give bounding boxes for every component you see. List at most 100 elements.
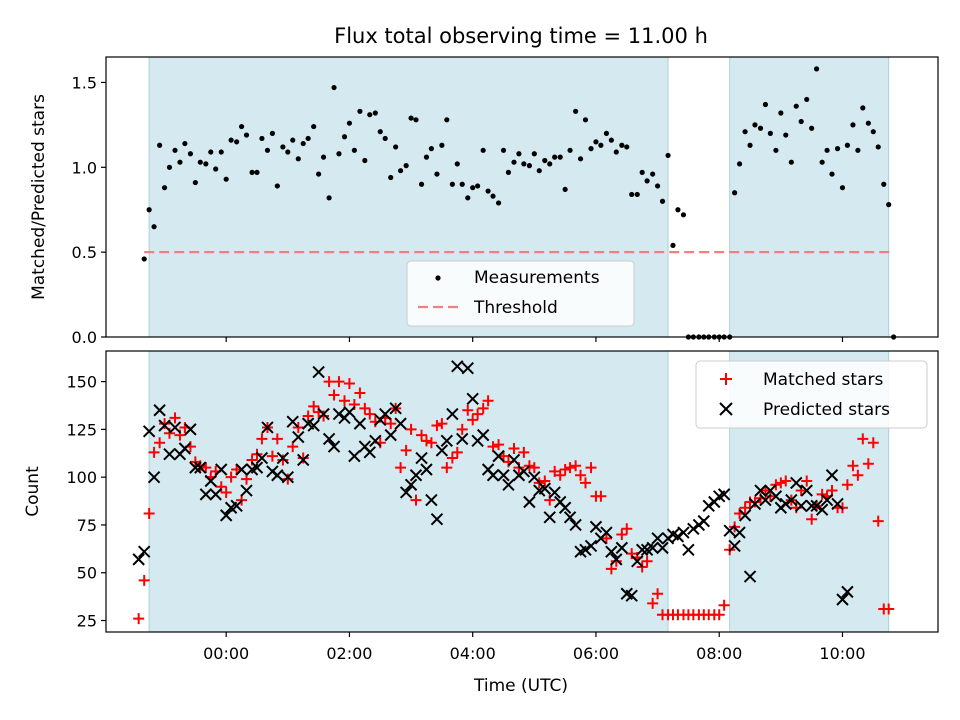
- measurement-point: [732, 190, 738, 196]
- measurement-point: [639, 169, 645, 175]
- predicted-star-point: [671, 530, 685, 543]
- measurement-point: [582, 117, 589, 123]
- y-tick-label: 0.5: [72, 243, 97, 262]
- predicted-star-point: [702, 499, 715, 513]
- predicted-star-point: [168, 421, 182, 434]
- predicted-star-point: [507, 453, 521, 467]
- predicted-star-point: [153, 404, 166, 417]
- measurement-point: [824, 147, 830, 153]
- measurement-point: [577, 156, 584, 162]
- measurement-point: [182, 140, 188, 147]
- predicted-star-point: [240, 484, 253, 497]
- measurement-point: [203, 161, 209, 167]
- matched-star-point: [508, 442, 520, 454]
- matched-star-point: [420, 435, 432, 447]
- predicted-star-point: [805, 499, 818, 513]
- measurement-point: [573, 108, 579, 114]
- matched-star-point: [554, 469, 566, 481]
- predicted-star-point: [779, 497, 792, 511]
- measurement-point: [644, 178, 650, 184]
- matched-star-point: [308, 400, 320, 412]
- matched-star-point: [318, 410, 330, 422]
- predicted-star-point: [348, 449, 361, 463]
- measurement-point: [516, 151, 522, 157]
- measurement-point: [793, 103, 799, 109]
- predicted-star-point: [723, 524, 736, 537]
- predicted-star-point: [635, 543, 649, 557]
- predicted-star-point: [404, 478, 418, 492]
- predicted-star-point: [451, 360, 464, 373]
- legend-matched-marker: [720, 373, 732, 385]
- matched-star-point: [857, 433, 869, 445]
- predicted-star-point: [677, 526, 690, 539]
- predicted-star-point: [184, 423, 197, 436]
- measurement-point: [536, 168, 542, 174]
- matched-star-point: [564, 462, 576, 474]
- predicted-star-point: [327, 440, 341, 453]
- predicted-star-point: [163, 448, 176, 461]
- matched-star-point: [323, 376, 335, 388]
- measurement-point: [881, 181, 887, 187]
- measurement-point: [269, 130, 275, 136]
- measurement-point: [813, 66, 820, 72]
- measurements-series: [141, 66, 897, 340]
- matched-star-point: [718, 599, 730, 611]
- measurement-point: [470, 185, 476, 191]
- matched-star-point: [641, 555, 653, 567]
- measurement-point: [372, 110, 378, 116]
- predicted-star-point: [682, 543, 695, 557]
- predicted-star-point: [343, 405, 356, 419]
- predicted-star-point: [548, 486, 561, 499]
- matched-stars-series: [133, 376, 895, 625]
- predicted-star-point: [138, 545, 151, 558]
- measurement-point: [783, 132, 789, 138]
- predicted-star-point: [230, 499, 243, 513]
- measurement-point: [505, 169, 512, 175]
- predicted-star-point: [810, 499, 823, 513]
- measurement-point: [413, 117, 419, 123]
- measurement-point: [213, 166, 219, 172]
- predicted-star-point: [199, 488, 213, 501]
- measurement-point: [870, 129, 876, 135]
- top-y-axis-label: Matched/Predicted stars: [29, 94, 49, 300]
- predicted-star-point: [420, 463, 433, 476]
- measurement-point: [243, 132, 250, 138]
- measurement-point: [773, 147, 779, 153]
- predicted-star-point: [631, 555, 644, 568]
- predicted-star-point: [584, 539, 598, 553]
- matched-star-point: [841, 479, 853, 491]
- predicted-star-point: [800, 484, 813, 497]
- measurement-point: [223, 176, 229, 182]
- predicted-star-point: [215, 463, 228, 476]
- measurement-point: [351, 147, 357, 153]
- measurement-point: [208, 149, 214, 155]
- legend-predicted-label: Predicted stars: [763, 400, 890, 420]
- measurement-point: [238, 123, 245, 130]
- measurement-point: [141, 256, 147, 262]
- measurement-point: [552, 154, 558, 160]
- panel-ratio: 0.0 0.5 1.0 1.5 Matched/Predicted stars Mea…: [29, 56, 939, 347]
- predicted-star-point: [476, 428, 490, 442]
- measurement-point: [475, 183, 481, 189]
- predicted-star-point: [394, 417, 407, 430]
- matched-star-point: [138, 574, 150, 586]
- matched-star-point: [225, 471, 237, 483]
- predicted-star-point: [369, 434, 382, 448]
- x-tick-label: 10:00: [819, 644, 865, 663]
- measurement-point: [670, 242, 676, 248]
- measurement-point: [151, 224, 157, 230]
- measurement-point: [809, 125, 815, 131]
- matched-star-point: [441, 462, 453, 474]
- matched-star-point: [148, 446, 160, 458]
- measurement-point: [249, 169, 255, 175]
- measurement-point: [850, 122, 856, 128]
- matched-star-point: [339, 395, 351, 407]
- matched-star-point: [595, 490, 607, 502]
- predicted-star-point: [717, 488, 731, 501]
- matched-star-point: [549, 465, 561, 477]
- matched-star-point: [159, 418, 171, 430]
- y-tick-label: 100: [66, 468, 97, 487]
- matched-star-point: [266, 450, 278, 462]
- matched-star-point: [579, 477, 591, 489]
- matched-star-point: [626, 548, 638, 560]
